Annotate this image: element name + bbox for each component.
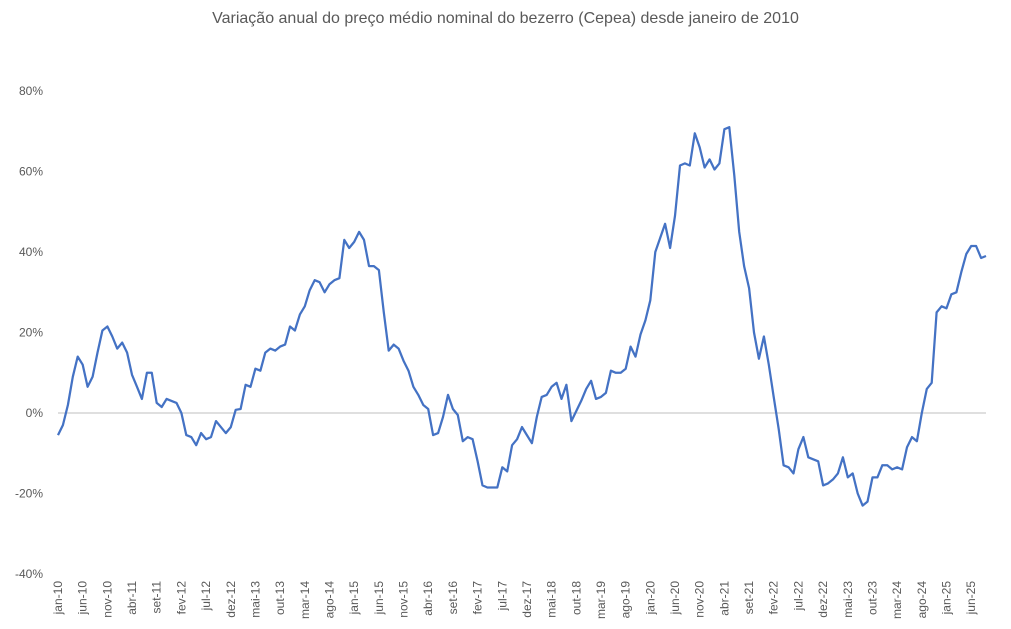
x-tick-label: mai-18 xyxy=(545,581,559,618)
x-tick-label: fev-22 xyxy=(767,581,781,615)
x-tick-label: jan-20 xyxy=(643,581,657,616)
x-tick-label: mar-19 xyxy=(594,581,608,619)
y-tick-label: 60% xyxy=(19,165,43,179)
x-tick-label: abr-11 xyxy=(125,581,139,615)
x-tick-label: abr-21 xyxy=(717,581,731,616)
x-tick-label: jun-15 xyxy=(372,581,386,616)
x-axis-ticks: jan-10 jun-10 nov-10 abr-11 set-11 fev-12 jul-… xyxy=(51,581,978,619)
y-tick-label: 20% xyxy=(19,326,43,340)
x-tick-label: jul-17 xyxy=(495,581,509,612)
x-tick-label: nov-15 xyxy=(397,581,411,618)
x-tick-label: dez-12 xyxy=(224,581,238,618)
x-tick-label: fev-12 xyxy=(174,581,188,615)
y-tick-label: -40% xyxy=(15,567,43,581)
x-tick-label: jul-22 xyxy=(791,581,805,612)
x-tick-label: set-16 xyxy=(446,581,460,615)
y-axis-ticks: -40% -20% 0% 20% 40% 60% 80% xyxy=(15,84,43,581)
x-tick-label: jun-20 xyxy=(668,581,682,616)
x-tick-label: mar-14 xyxy=(298,581,312,619)
x-tick-label: ago-19 xyxy=(619,581,633,619)
x-tick-label: nov-10 xyxy=(100,581,114,618)
x-tick-label: nov-20 xyxy=(693,581,707,618)
x-tick-label: set-21 xyxy=(742,581,756,615)
x-tick-label: ago-14 xyxy=(322,581,336,619)
y-tick-label: 0% xyxy=(26,406,44,420)
x-tick-label: mai-23 xyxy=(841,581,855,618)
series-line xyxy=(56,126,987,507)
x-tick-label: dez-22 xyxy=(816,581,830,618)
x-tick-label: fev-17 xyxy=(471,581,485,615)
series-group xyxy=(56,126,987,507)
x-tick-label: ago-24 xyxy=(915,581,929,619)
x-tick-label: jan-10 xyxy=(51,581,65,616)
chart-title: Variação anual do preço médio nominal do… xyxy=(212,10,799,27)
x-tick-label: out-18 xyxy=(569,581,583,615)
x-tick-label: set-11 xyxy=(150,581,164,614)
x-tick-label: jul-12 xyxy=(199,581,213,612)
y-tick-label: 40% xyxy=(19,245,43,259)
x-tick-label: jan-15 xyxy=(347,581,361,616)
x-tick-label: abr-16 xyxy=(421,581,435,616)
x-tick-label: jun-10 xyxy=(76,581,90,616)
x-tick-label: out-13 xyxy=(273,581,287,615)
x-tick-label: jun-25 xyxy=(964,581,978,616)
x-tick-label: dez-17 xyxy=(520,581,534,618)
x-tick-label: jan-25 xyxy=(940,581,954,616)
x-tick-label: out-23 xyxy=(865,581,879,615)
y-tick-label: -20% xyxy=(15,487,43,501)
x-tick-label: mar-24 xyxy=(890,581,904,619)
y-tick-label: 80% xyxy=(19,84,43,98)
x-tick-label: mai-13 xyxy=(248,581,262,618)
